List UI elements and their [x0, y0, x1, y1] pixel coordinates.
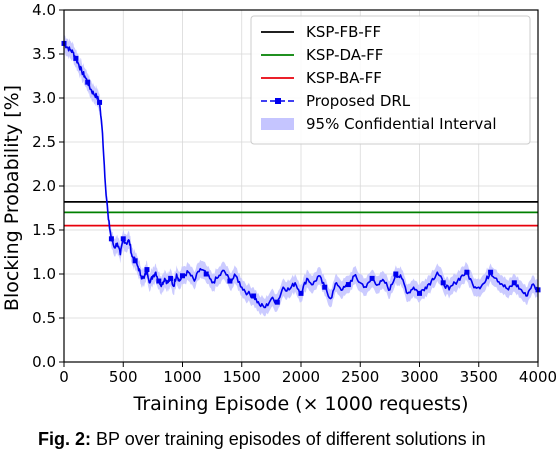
- y-tick-label: 1.5: [32, 221, 56, 239]
- x-tick-label: 2500: [341, 368, 379, 386]
- series-point: [156, 278, 162, 284]
- legend-label: 95% Confidential Interval: [306, 115, 497, 133]
- series-point: [393, 271, 399, 277]
- legend-label: KSP-DA-FF: [306, 46, 383, 64]
- axis-ticks: 0 500 1000 1500 2000 2500 3000 3500 4000 0.0 0.5 1.…: [32, 1, 557, 386]
- x-tick-label: 500: [109, 368, 138, 386]
- series-point: [488, 269, 494, 275]
- legend-label: KSP-BA-FF: [306, 69, 382, 87]
- baseline-lines: [64, 200, 538, 227]
- series-point: [180, 273, 185, 279]
- y-axis-label: Blocking Probability [%]: [1, 85, 23, 311]
- series-point: [369, 275, 375, 281]
- series-point: [85, 79, 91, 85]
- series-point: [322, 284, 328, 290]
- series-point: [274, 299, 280, 305]
- x-tick-label: 3500: [460, 368, 498, 386]
- x-tick-label: 1500: [223, 368, 261, 386]
- y-tick-label: 3.0: [32, 89, 56, 107]
- series-point: [132, 258, 138, 264]
- series-point: [464, 269, 470, 275]
- legend-label: KSP-FB-FF: [306, 23, 381, 41]
- y-tick-label: 0.0: [32, 353, 56, 371]
- legend-box: [250, 15, 531, 145]
- y-tick-label: 4.0: [32, 1, 56, 19]
- x-tick-label: 1000: [163, 368, 201, 386]
- x-axis-label: Training Episode (× 1000 requests): [133, 393, 469, 415]
- series-point: [227, 278, 233, 284]
- series-point: [168, 275, 174, 281]
- figure-caption: Fig. 2: BP over training episodes of dif…: [38, 428, 558, 450]
- chart: 0 500 1000 1500 2000 2500 3000 3500 4000 0.0 0.5 1.…: [1, 1, 557, 415]
- legend-band-swatch: [261, 118, 294, 130]
- series-line-proposed-drl: [63, 42, 539, 309]
- series-point: [417, 290, 422, 296]
- series-point: [203, 271, 209, 277]
- series-point: [440, 280, 446, 286]
- series-point: [97, 99, 103, 105]
- legend: KSP-FB-FF KSP-DA-FF KSP-BA-FF Proposed DRL 9…: [250, 15, 531, 145]
- series-point: [73, 55, 79, 61]
- series-point: [511, 280, 517, 286]
- legend-marker: [275, 98, 281, 104]
- series-point: [345, 282, 351, 288]
- series-point: [144, 267, 150, 273]
- caption-text: BP over training episodes of different s…: [96, 429, 486, 449]
- x-tick-label: 3000: [400, 368, 438, 386]
- y-tick-label: 3.5: [32, 45, 56, 63]
- series-point: [108, 236, 114, 242]
- x-tick-label: 4000: [519, 368, 557, 386]
- caption-label: Fig. 2:: [38, 429, 91, 449]
- y-tick-label: 2.5: [32, 133, 56, 151]
- y-tick-label: 0.5: [32, 309, 56, 327]
- series-point: [251, 293, 257, 299]
- legend-label: Proposed DRL: [306, 92, 411, 110]
- series-point: [120, 236, 126, 242]
- y-tick-label: 2.0: [32, 177, 56, 195]
- series-point: [298, 290, 304, 296]
- x-tick-label: 2000: [282, 368, 320, 386]
- y-tick-label: 1.0: [32, 265, 56, 283]
- x-tick-label: 0: [59, 368, 69, 386]
